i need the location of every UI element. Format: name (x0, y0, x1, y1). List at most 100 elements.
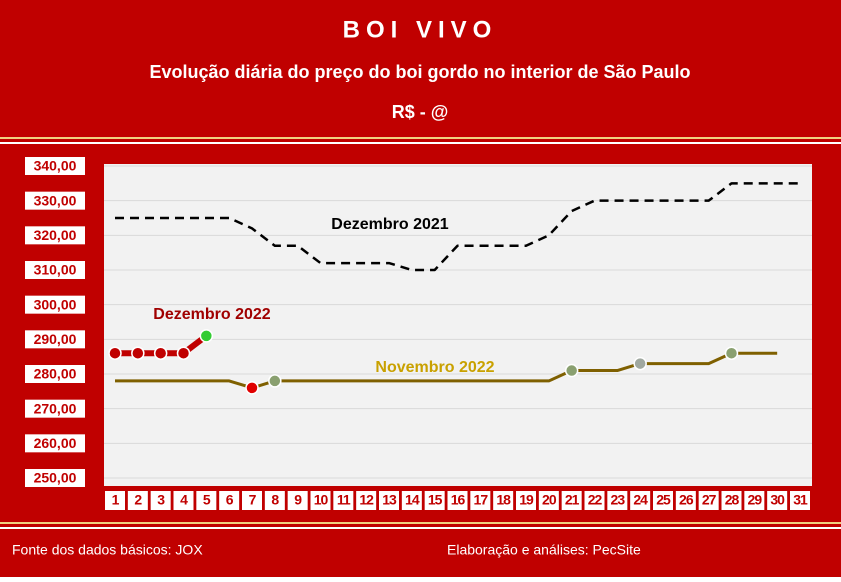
x-tick-box (196, 491, 217, 510)
x-tick-label: 14 (405, 492, 420, 508)
y-tick-label: 260,00 (34, 435, 77, 451)
x-tick-label: 4 (180, 492, 188, 508)
data-point (633, 356, 647, 371)
x-tick-label: 27 (702, 492, 717, 508)
series-line (115, 351, 778, 390)
x-tick-label: 22 (588, 492, 603, 508)
x-tick-label: 31 (793, 492, 808, 508)
x-tick-label: 11 (337, 492, 351, 508)
x-tick-label: 8 (271, 492, 279, 508)
x-tick-label: 18 (496, 492, 511, 508)
x-tick-box (653, 491, 673, 510)
y-tick-label: 270,00 (34, 400, 77, 416)
x-tick-label: 26 (679, 492, 694, 508)
x-tick-box (470, 491, 491, 510)
data-point (176, 346, 191, 360)
x-tick-box (287, 491, 308, 510)
data-point (268, 374, 282, 388)
y-tick-label: 340,00 (34, 158, 77, 174)
y-tick-box (25, 191, 85, 210)
x-tick-box (242, 491, 262, 510)
data-point (108, 346, 122, 360)
x-tick-box (561, 491, 582, 510)
series-label: Novembro 2022 (375, 359, 494, 376)
x-tick-box (424, 491, 445, 510)
x-tick-label: 30 (770, 492, 785, 508)
x-tick-label: 1 (112, 492, 120, 508)
x-tick-box (310, 491, 331, 510)
chart-title: BOI VIVO (343, 16, 498, 43)
x-tick-box (516, 491, 536, 510)
series-label: Dezembro 2021 (331, 216, 448, 233)
x-tick-label: 20 (542, 492, 557, 508)
footer-credit: Elaboração e análises: PecSite (447, 542, 641, 558)
x-tick-box (105, 491, 125, 510)
x-tick-box (447, 491, 468, 510)
chart-subtitle: Evolução diária do preço do boi gordo no… (149, 62, 690, 82)
x-tick-box (607, 491, 628, 510)
y-tick-label: 310,00 (34, 262, 77, 278)
x-tick-box (584, 491, 605, 510)
y-tick-box (25, 469, 85, 487)
data-point (131, 346, 145, 360)
x-tick-box (538, 491, 559, 510)
data-point (724, 346, 739, 360)
data-point (564, 363, 579, 378)
x-tick-label: 17 (474, 492, 489, 508)
y-tick-label: 320,00 (34, 227, 77, 243)
y-tick-box (25, 226, 85, 245)
plot-area (104, 164, 812, 486)
x-tick-box (767, 491, 788, 510)
y-tick-label: 330,00 (34, 192, 77, 208)
x-tick-box (721, 491, 742, 510)
y-tick-box (25, 365, 85, 383)
x-tick-label: 21 (565, 492, 580, 508)
y-tick-label: 290,00 (34, 331, 77, 347)
y-tick-label: 280,00 (34, 366, 77, 382)
data-point (245, 381, 259, 395)
y-tick-box (25, 157, 85, 175)
y-tick-box (25, 295, 85, 314)
x-tick-label: 24 (633, 492, 648, 508)
x-tick-box (219, 491, 240, 510)
x-tick-label: 7 (249, 492, 257, 508)
x-tick-box (630, 491, 651, 510)
x-tick-label: 5 (203, 492, 211, 508)
y-tick-box (25, 261, 85, 279)
x-tick-label: 6 (226, 492, 234, 508)
y-tick-label: 250,00 (34, 470, 77, 486)
x-tick-label: 10 (314, 492, 329, 508)
x-tick-label: 19 (519, 492, 534, 508)
x-tick-label: 16 (451, 492, 466, 508)
data-point (199, 329, 214, 343)
y-tick-box (25, 399, 85, 418)
y-tick-box (25, 330, 85, 349)
x-tick-label: 25 (656, 492, 671, 508)
x-tick-label: 3 (157, 492, 165, 508)
data-point (153, 346, 168, 360)
x-tick-label: 12 (359, 492, 374, 508)
x-tick-box (675, 491, 696, 510)
x-tick-label: 23 (611, 492, 626, 508)
x-tick-label: 9 (294, 492, 302, 508)
x-tick-box (790, 491, 810, 510)
x-tick-box (333, 491, 354, 510)
y-tick-label: 300,00 (34, 296, 77, 312)
x-tick-box (379, 491, 399, 510)
x-tick-label: 29 (748, 492, 763, 508)
x-tick-box (698, 491, 719, 510)
x-tick-box (150, 491, 171, 510)
x-tick-box (264, 491, 285, 510)
x-tick-box (401, 491, 422, 510)
x-tick-box (493, 491, 514, 510)
y-tick-box (25, 434, 85, 453)
x-tick-box (173, 491, 194, 510)
footer-source: Fonte dos dados básicos: JOX (12, 542, 203, 558)
x-tick-box (744, 491, 765, 510)
x-tick-box (127, 491, 148, 510)
x-tick-box (356, 491, 377, 510)
series-line (115, 182, 800, 272)
x-tick-label: 28 (725, 492, 740, 508)
x-tick-label: 2 (134, 492, 142, 508)
